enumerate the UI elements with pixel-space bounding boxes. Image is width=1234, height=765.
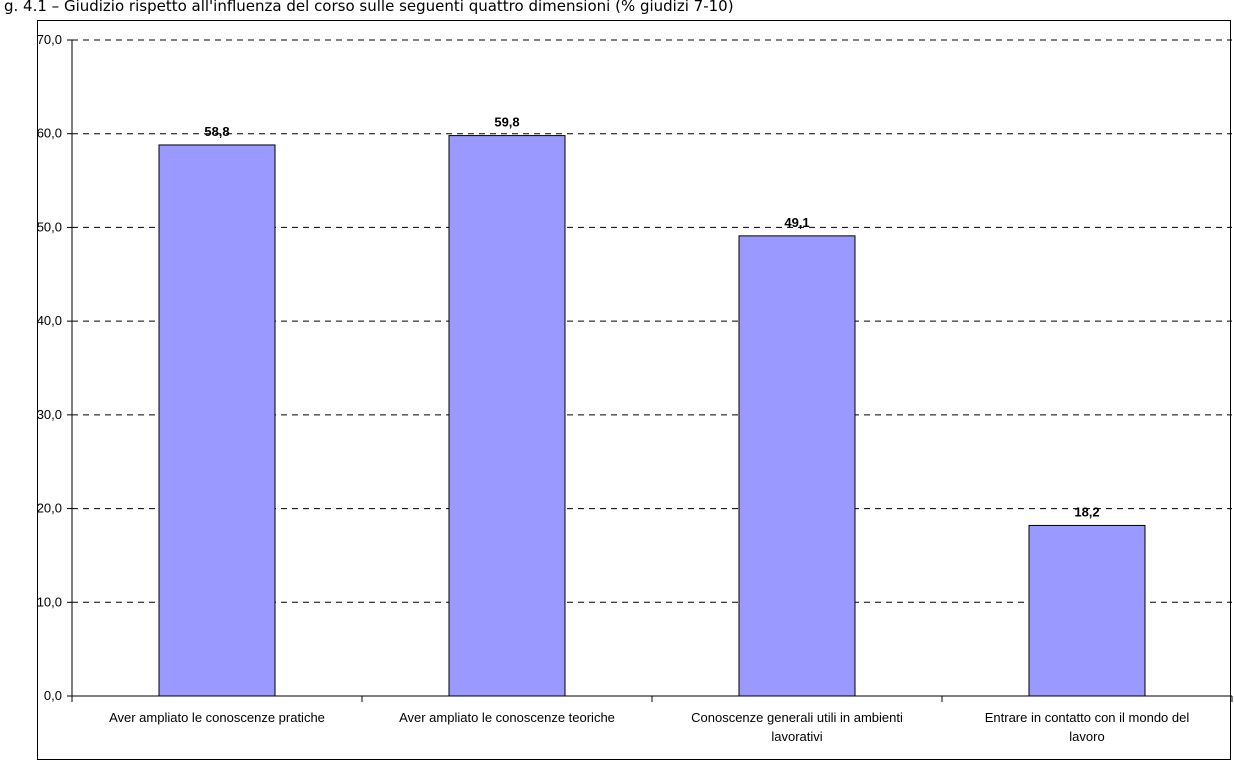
y-tick-label: 20,0 (37, 501, 62, 516)
x-tick-label: Entrare in contatto con il mondo del (985, 710, 1190, 725)
y-tick-label: 10,0 (37, 594, 62, 609)
y-tick-label: 0,0 (44, 688, 62, 703)
data-label: 59,8 (494, 115, 519, 130)
y-tick-label: 70,0 (37, 32, 62, 47)
figure-caption: g. 4.1 – Giudizio rispetto all'influenza… (4, 0, 734, 15)
x-tick-label: Aver ampliato le conoscenze teoriche (399, 710, 615, 725)
bar (1028, 524, 1146, 697)
y-tick-label: 40,0 (37, 313, 62, 328)
x-tick-label: Conoscenze generali utili in ambienti (691, 710, 903, 725)
data-label: 18,2 (1074, 504, 1099, 519)
data-label: 49,1 (784, 215, 809, 230)
bar (158, 144, 276, 697)
x-tick-label: Aver ampliato le conoscenze pratiche (109, 710, 325, 725)
y-tick-label: 50,0 (37, 219, 62, 234)
x-tick-label: lavoro (1069, 729, 1104, 744)
bar (738, 235, 856, 697)
y-tick-label: 60,0 (37, 126, 62, 141)
y-tick-label: 30,0 (37, 407, 62, 422)
data-label: 58,8 (204, 124, 229, 139)
x-tick-label: lavorativi (771, 729, 822, 744)
bar (448, 135, 566, 697)
